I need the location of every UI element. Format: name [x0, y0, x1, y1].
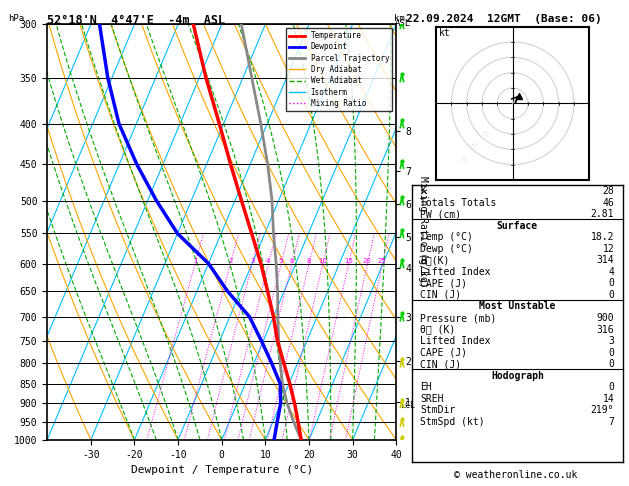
- Text: 8: 8: [307, 258, 311, 264]
- Text: 0: 0: [608, 347, 615, 358]
- Text: 25: 25: [378, 258, 387, 264]
- Text: 316: 316: [597, 325, 615, 334]
- Text: 18.2: 18.2: [591, 232, 615, 242]
- Text: CAPE (J): CAPE (J): [420, 278, 467, 288]
- Text: 4: 4: [608, 267, 615, 277]
- Text: Pressure (mb): Pressure (mb): [420, 313, 497, 323]
- Text: 52°18'N  4°47'E  -4m  ASL: 52°18'N 4°47'E -4m ASL: [47, 14, 225, 27]
- Text: 3: 3: [608, 336, 615, 346]
- Text: 6: 6: [289, 258, 294, 264]
- Text: Surface: Surface: [497, 221, 538, 231]
- Text: kt: kt: [439, 28, 451, 38]
- Text: 14: 14: [603, 394, 615, 404]
- Text: 1: 1: [192, 258, 198, 264]
- Text: SREH: SREH: [420, 394, 444, 404]
- Text: CIN (J): CIN (J): [420, 359, 462, 369]
- Text: © weatheronline.co.uk: © weatheronline.co.uk: [454, 470, 577, 480]
- Text: 10: 10: [318, 258, 327, 264]
- Text: 20: 20: [363, 258, 372, 264]
- Y-axis label: Mixing Ratio (g/kg): Mixing Ratio (g/kg): [418, 176, 428, 288]
- Text: Temp (°C): Temp (°C): [420, 232, 473, 242]
- Text: 219°: 219°: [591, 405, 615, 416]
- Text: km: km: [394, 14, 405, 23]
- Text: ASL: ASL: [394, 19, 411, 29]
- Text: Lifted Index: Lifted Index: [420, 336, 491, 346]
- Text: Hodograph: Hodograph: [491, 371, 544, 381]
- Text: 4: 4: [266, 258, 270, 264]
- Text: 900: 900: [597, 313, 615, 323]
- Text: 0: 0: [608, 382, 615, 392]
- Legend: Temperature, Dewpoint, Parcel Trajectory, Dry Adiabat, Wet Adiabat, Isotherm, Mi: Temperature, Dewpoint, Parcel Trajectory…: [286, 28, 392, 111]
- Text: 28: 28: [603, 186, 615, 196]
- Text: LCL: LCL: [400, 401, 415, 410]
- Text: 46: 46: [603, 198, 615, 208]
- Text: StmDir: StmDir: [420, 405, 455, 416]
- Text: ☆: ☆: [460, 155, 467, 163]
- Text: Totals Totals: Totals Totals: [420, 198, 497, 208]
- Text: 2: 2: [228, 258, 233, 264]
- Text: 15: 15: [344, 258, 353, 264]
- Text: CIN (J): CIN (J): [420, 290, 462, 300]
- Text: 0: 0: [608, 359, 615, 369]
- Text: 0: 0: [608, 290, 615, 300]
- Text: CAPE (J): CAPE (J): [420, 347, 467, 358]
- Text: 5: 5: [279, 258, 283, 264]
- Text: Most Unstable: Most Unstable: [479, 301, 555, 312]
- Text: 22.09.2024  12GMT  (Base: 06): 22.09.2024 12GMT (Base: 06): [406, 14, 601, 24]
- Text: EH: EH: [420, 382, 432, 392]
- Text: θᴄ(K): θᴄ(K): [420, 255, 450, 265]
- Text: 7: 7: [608, 417, 615, 427]
- Text: 0: 0: [608, 278, 615, 288]
- Text: ☆: ☆: [481, 130, 489, 139]
- Text: Lifted Index: Lifted Index: [420, 267, 491, 277]
- Text: 314: 314: [597, 255, 615, 265]
- X-axis label: Dewpoint / Temperature (°C): Dewpoint / Temperature (°C): [131, 465, 313, 475]
- Text: 2.81: 2.81: [591, 209, 615, 219]
- Text: hPa: hPa: [8, 14, 25, 23]
- Text: K: K: [420, 186, 426, 196]
- Text: Dewp (°C): Dewp (°C): [420, 244, 473, 254]
- Text: 3: 3: [250, 258, 255, 264]
- Text: StmSpd (kt): StmSpd (kt): [420, 417, 485, 427]
- Text: ☆: ☆: [470, 142, 478, 151]
- Text: θᴄ (K): θᴄ (K): [420, 325, 455, 334]
- Text: 12: 12: [603, 244, 615, 254]
- Text: PW (cm): PW (cm): [420, 209, 462, 219]
